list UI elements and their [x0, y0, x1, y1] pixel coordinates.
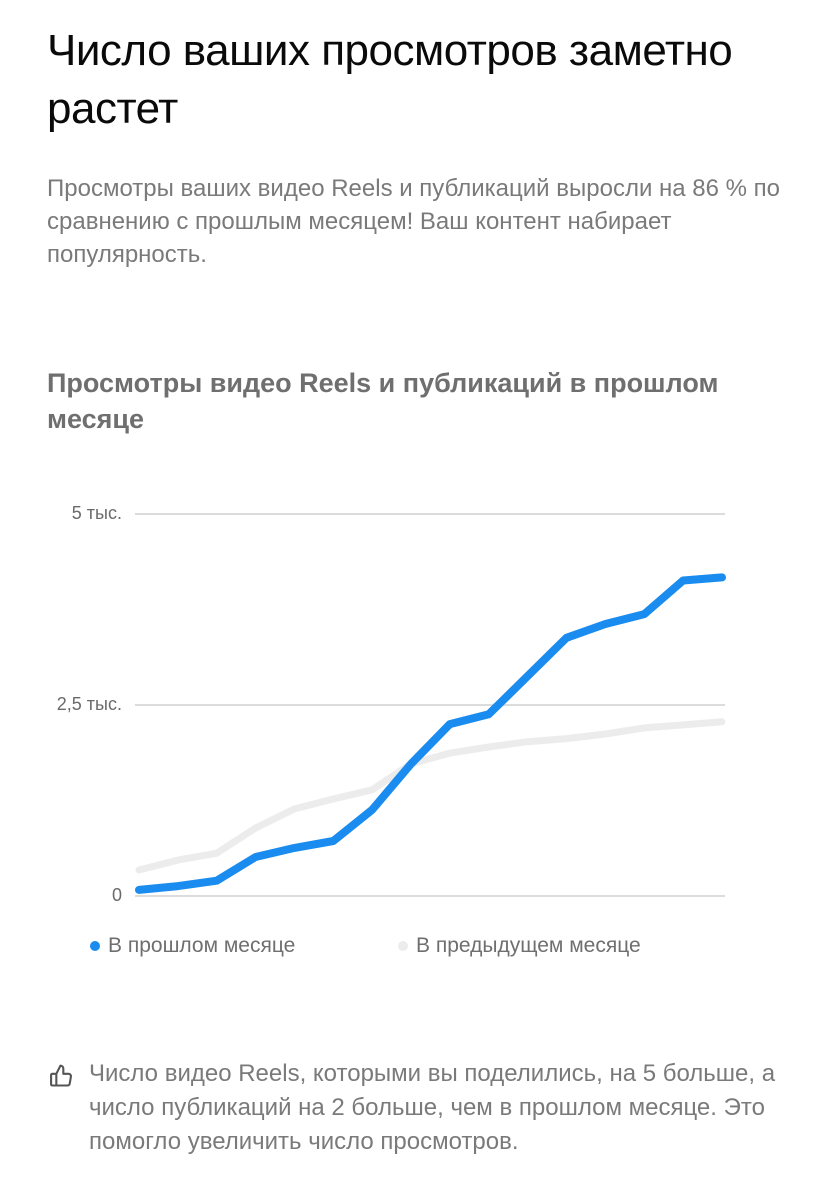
chart-title: Просмотры видео Reels и публикаций в про…: [47, 368, 719, 434]
insight-text: Число видео Reels, которыми вы поделилис…: [89, 1060, 776, 1155]
series-previous-month-line: [135, 718, 726, 874]
legend-dot-last-month: [90, 941, 100, 951]
y-tick-zero: 0: [111, 885, 122, 905]
legend-item-previous-month: В предыдущем месяце: [398, 934, 641, 958]
y-tick-mid: 2,5 тыс.: [56, 694, 122, 714]
chart-gridlines: [135, 513, 725, 897]
legend-dot-previous-month: [398, 941, 408, 951]
series-last-month-line: [135, 573, 726, 894]
insight-note: Число видео Reels, которыми вы поделилис…: [47, 1057, 787, 1159]
page-title: Число ваших просмотров заметно растет: [47, 26, 733, 133]
legend-label-last-month: В прошлом месяце: [108, 934, 296, 957]
legend-label-previous-month: В предыдущем месяце: [416, 934, 641, 957]
y-tick-max: 5 тыс.: [71, 503, 122, 523]
thumbs-up-icon: [50, 1064, 72, 1087]
legend-item-last-month: В прошлом месяце: [90, 934, 295, 958]
page-description: Просмотры ваших видео Reels и публикаций…: [47, 175, 781, 268]
